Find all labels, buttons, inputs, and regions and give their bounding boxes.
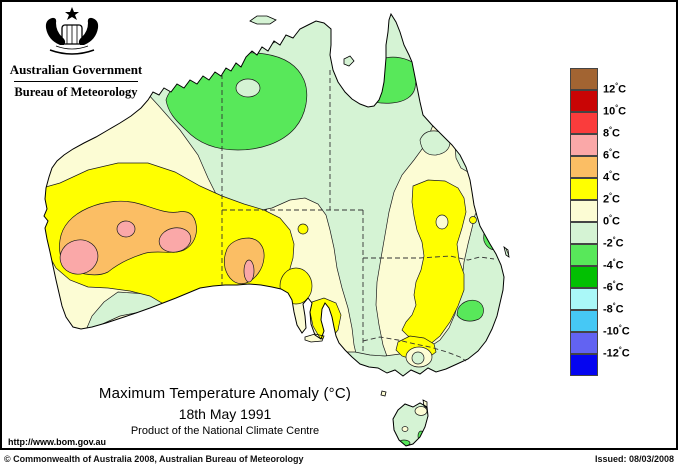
legend-color-block: [570, 332, 598, 354]
region-pink-eucla: [243, 259, 255, 283]
legend-label: 12°C: [603, 83, 627, 96]
region-yellow-dot-qld: [469, 216, 477, 224]
region-green-cape-york: [363, 56, 417, 104]
legend: 12°C 10°C 8°C 6°C 4°C 2°C 0°C -2°C -4°C -6°C -8°C -…: [570, 68, 675, 388]
legend-label: 10°C: [603, 105, 627, 118]
legend-label: -6°C: [603, 281, 624, 294]
coastline-mainland: [43, 12, 505, 377]
legend-color-block: [570, 266, 598, 288]
region-yellow-dot-wa: [297, 223, 309, 235]
legend-label: -12°C: [603, 347, 630, 360]
legend-label: -2°C: [603, 237, 624, 250]
copyright-text: © Commonwealth of Australia 2008, Austra…: [4, 454, 304, 464]
agency-logo-block: Australian Government Bureau of Meteorol…: [6, 4, 146, 100]
title-block: Maximum Temperature Anomaly (°C) 18th Ma…: [20, 385, 430, 437]
legend-label: -10°C: [603, 325, 630, 338]
emu-icon: [78, 17, 99, 45]
legend-color-block: [570, 222, 598, 244]
region-green-east-coast-2: [456, 299, 484, 322]
region-pink-wa-1: [116, 220, 136, 238]
legend-color-block: [570, 134, 598, 156]
coat-of-arms: [45, 7, 99, 55]
legend-color-block: [570, 244, 598, 266]
logo-divider: [14, 81, 138, 82]
legend-color-block: [570, 200, 598, 222]
government-title: Australian Government: [9, 62, 143, 77]
bureau-title: Bureau of Meteorology: [14, 85, 138, 99]
legend-color-block: [570, 112, 598, 134]
region-palegreen-vic-circle: [411, 351, 425, 365]
legend-color-block: [570, 178, 598, 200]
issued-date: Issued: 08/03/2008: [594, 454, 674, 464]
region-green-east-coast-1: [483, 222, 505, 251]
coastline-tasmania: [392, 402, 429, 447]
kangaroo-icon: [45, 17, 66, 45]
map-title: Maximum Temperature Anomaly (°C): [98, 385, 352, 402]
legend-label: -8°C: [603, 303, 624, 316]
legend-label: -4°C: [603, 259, 624, 272]
legend-label: 2°C: [603, 193, 620, 206]
legend-label: 6°C: [603, 149, 620, 162]
map-product-line: Product of the National Climate Centre: [130, 425, 320, 437]
legend-color-block: [570, 288, 598, 310]
bom-url: http://www.bom.gov.au: [8, 437, 106, 447]
legend-label: 8°C: [603, 127, 620, 140]
legend-label: 4°C: [603, 171, 620, 184]
state-borders: [221, 70, 495, 362]
region-cream-tas-c: [401, 426, 409, 432]
legend-color-block: [570, 354, 598, 376]
region-palegreen-qld-inland-blob: [419, 130, 451, 156]
legend-color-block: [570, 90, 598, 112]
legend-label: 0°C: [603, 215, 620, 228]
region-pink-wa-2: [158, 227, 192, 253]
legend-color-block: [570, 68, 598, 90]
coastline-islands: [249, 15, 510, 409]
legend-color-block: [570, 310, 598, 332]
star-icon: [65, 7, 79, 20]
region-palegreen-hole-nt: [235, 78, 261, 98]
legend-color-block: [570, 156, 598, 178]
map-date: 18th May 1991: [178, 406, 272, 422]
region-pink-wa-3: [59, 239, 99, 275]
region-cream-hole-qld: [435, 214, 449, 230]
